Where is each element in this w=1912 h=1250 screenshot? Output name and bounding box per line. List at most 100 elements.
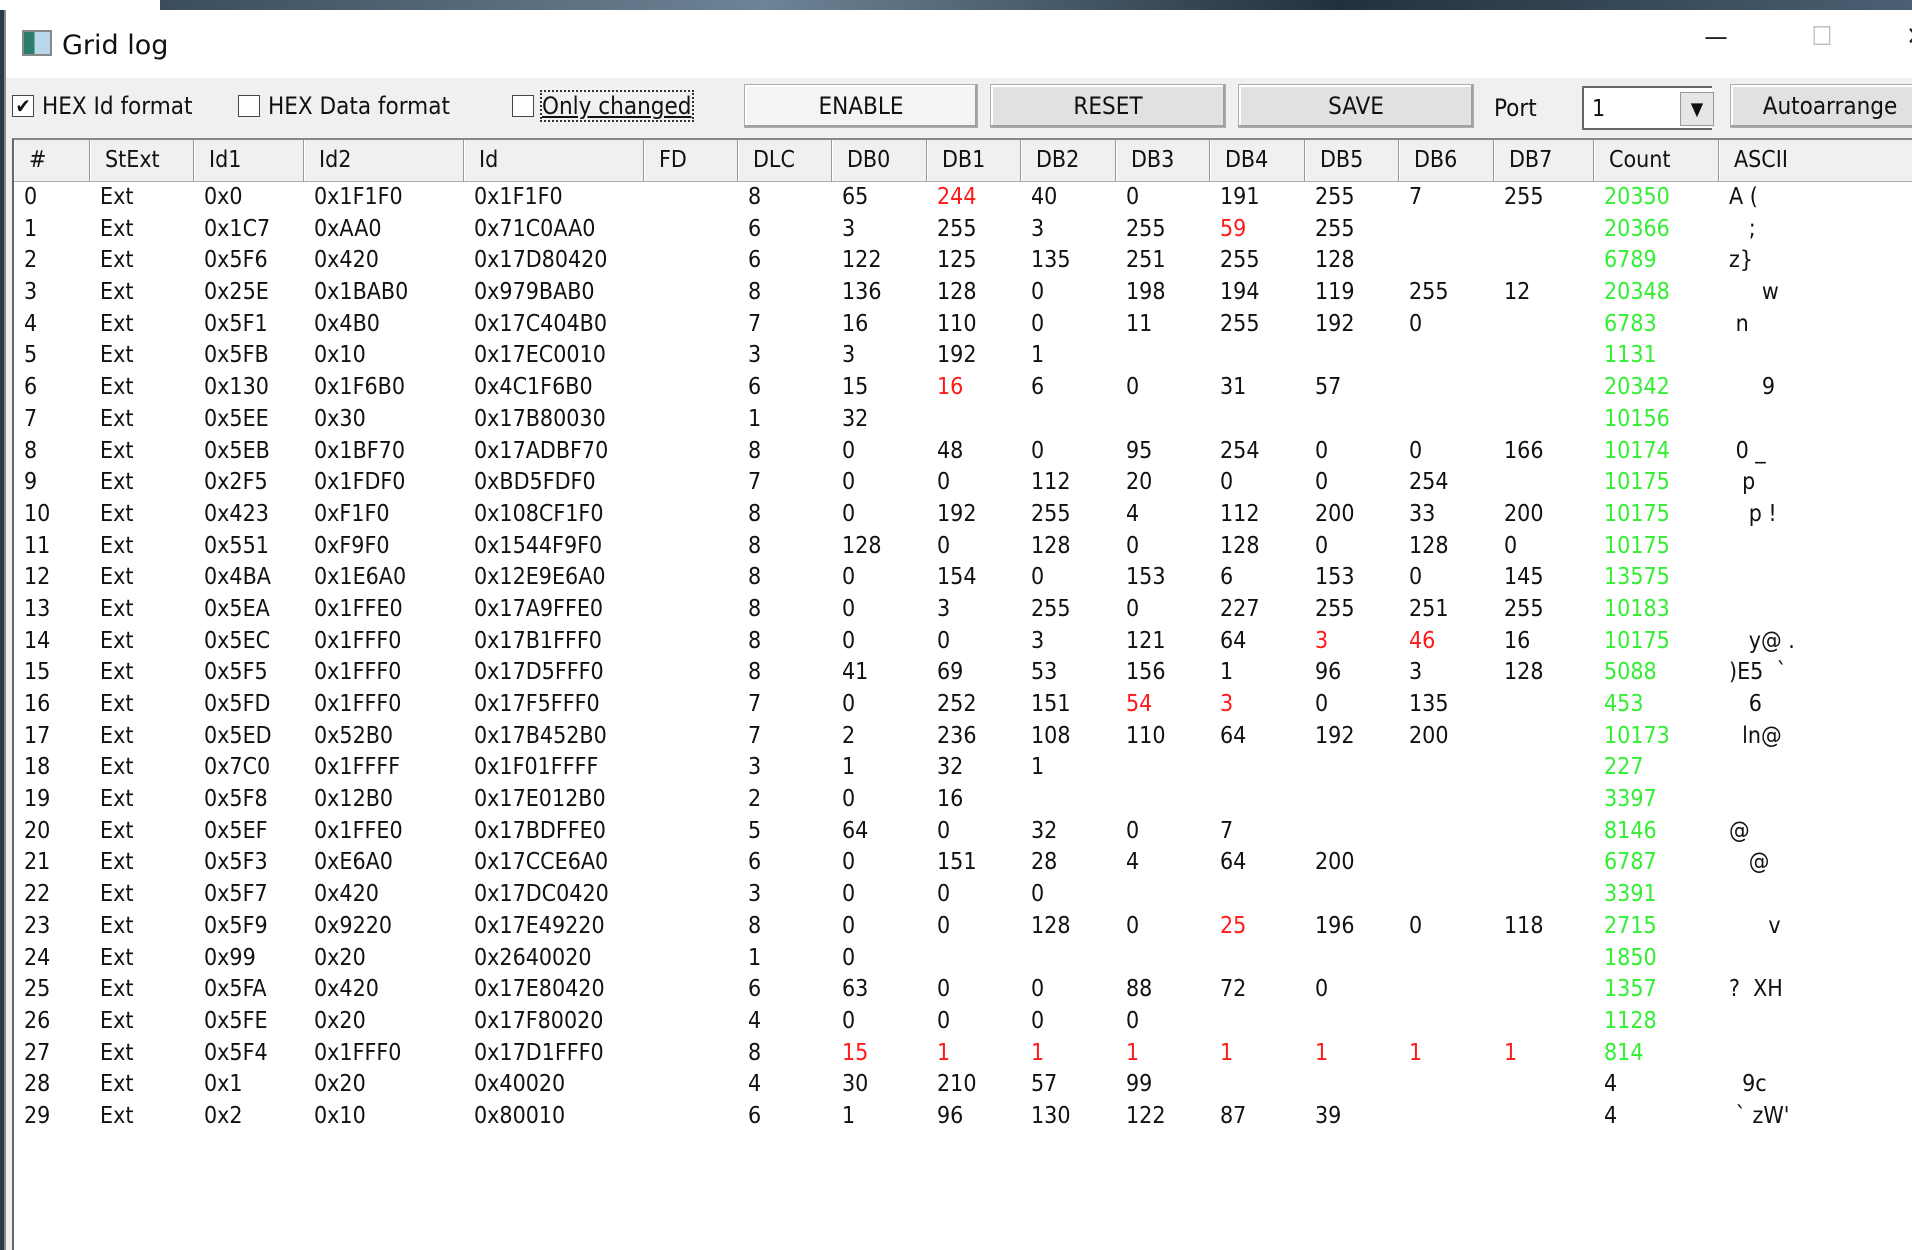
table-row[interactable]: 13 Ext 0x5EA 0x1FFE0 0x17A9FFE0 8 0 3 255 0 227 255… xyxy=(14,594,1912,626)
column-header[interactable]: Count xyxy=(1594,140,1719,181)
column-header[interactable]: DB0 xyxy=(832,140,927,181)
cell-db2: 112 xyxy=(1031,469,1071,496)
cell-id2: 0x30 xyxy=(314,405,366,432)
column-header[interactable]: Id xyxy=(464,140,644,181)
chevron-down-icon[interactable]: ▼ xyxy=(1680,92,1714,126)
table-row[interactable]: 3 Ext 0x25E 0x1BAB0 0x979BAB0 8 136 128 0 198 194 1… xyxy=(14,277,1912,309)
cell-dlc: 8 xyxy=(748,532,762,559)
table-row[interactable]: 22 Ext 0x5F7 0x420 0x17DC0420 3 0 0 0 3391 xyxy=(14,879,1912,911)
cell-id: 0x17B452B0 xyxy=(474,722,607,749)
column-header[interactable]: # xyxy=(14,140,90,181)
cell-db3: 0 xyxy=(1126,184,1140,210)
table-row[interactable]: 11 Ext 0x551 0xF9F0 0x1544F9F0 8 128 0 128 0 128 0 1… xyxy=(14,531,1912,563)
cell-db6: 128 xyxy=(1409,532,1449,559)
cell-db1: 0 xyxy=(937,627,951,654)
enable-button[interactable]: ENABLE xyxy=(744,84,978,128)
table-row[interactable]: 21 Ext 0x5F3 0xE6A0 0x17CCE6A0 6 0 151 28 4 64 200 6… xyxy=(14,847,1912,879)
reset-button[interactable]: RESET xyxy=(990,84,1226,128)
cell-count: 4 xyxy=(1604,1071,1618,1098)
cell-dlc: 7 xyxy=(748,691,762,717)
close-button[interactable]: ✕ xyxy=(1886,22,1912,62)
table-row[interactable]: 8 Ext 0x5EB 0x1BF70 0x17ADBF70 8 0 48 0 95 254 0 0 16… xyxy=(14,436,1912,468)
cell-id2: 0x420 xyxy=(314,247,379,274)
cell-db2: 0 xyxy=(1031,279,1045,306)
table-row[interactable]: 2 Ext 0x5F6 0x420 0x17D80420 6 122 125 135 251 255… xyxy=(14,245,1912,277)
cell-db5: 255 xyxy=(1315,595,1355,622)
column-header[interactable]: FD xyxy=(644,140,738,181)
cell-db3: 153 xyxy=(1126,564,1166,591)
cell-db1: 192 xyxy=(937,500,977,527)
cell-db2: 57 xyxy=(1031,1071,1058,1098)
cell-id1: 0x5F3 xyxy=(204,849,268,876)
column-header[interactable]: DB2 xyxy=(1021,140,1116,181)
cell-db4: 72 xyxy=(1220,976,1247,1003)
only-changed-checkbox[interactable]: Only changed xyxy=(512,90,694,122)
cell-n: 6 xyxy=(24,374,38,401)
table-row[interactable]: 16 Ext 0x5FD 0x1FFF0 0x17F5FFF0 7 0 252 151 54 3 0 1… xyxy=(14,689,1912,721)
cell-id2: 0x20 xyxy=(314,1007,366,1034)
cell-id1: 0x5EA xyxy=(204,595,270,622)
column-header[interactable]: DB6 xyxy=(1399,140,1494,181)
column-header[interactable]: ASCII xyxy=(1719,140,1912,181)
minimize-button[interactable]: — xyxy=(1704,22,1728,52)
cell-n: 14 xyxy=(24,627,51,654)
save-button[interactable]: SAVE xyxy=(1238,84,1474,128)
table-row[interactable]: 1 Ext 0x1C7 0xAA0 0x71C0AA0 6 3 255 3 255 59 255 203… xyxy=(14,214,1912,246)
cell-st: Ext xyxy=(100,595,134,622)
table-row[interactable]: 7 Ext 0x5EE 0x30 0x17B80030 1 32 10156 xyxy=(14,404,1912,436)
table-row[interactable]: 20 Ext 0x5EF 0x1FFE0 0x17BDFFE0 5 64 0 32 0 7 8146 @ xyxy=(14,816,1912,848)
column-header[interactable]: DB3 xyxy=(1116,140,1210,181)
cell-st: Ext xyxy=(100,944,134,971)
column-header[interactable]: Id2 xyxy=(304,140,464,181)
cell-n: 3 xyxy=(24,279,38,306)
cell-st: Ext xyxy=(100,184,134,210)
cell-db4: 255 xyxy=(1220,247,1260,274)
column-header[interactable]: DB1 xyxy=(927,140,1021,181)
table-row[interactable]: 6 Ext 0x130 0x1F6B0 0x4C1F6B0 6 15 16 6 0 31 57 2034… xyxy=(14,372,1912,404)
column-header[interactable]: DB7 xyxy=(1494,140,1594,181)
table-row[interactable]: 23 Ext 0x5F9 0x9220 0x17E49220 8 0 0 128 0 25 196 0 1… xyxy=(14,911,1912,943)
cell-st: Ext xyxy=(100,976,134,1003)
table-row[interactable]: 25 Ext 0x5FA 0x420 0x17E80420 6 63 0 0 88 72 0 1357?… xyxy=(14,974,1912,1006)
cell-db4: 227 xyxy=(1220,595,1260,622)
column-header[interactable]: StExt xyxy=(90,140,194,181)
cell-id1: 0x25E xyxy=(204,279,269,306)
table-row[interactable]: 18 Ext 0x7C0 0x1FFFF 0x1F01FFFF 3 1 32 1 227 xyxy=(14,752,1912,784)
cell-st: Ext xyxy=(100,1102,134,1129)
table-row[interactable]: 5 Ext 0x5FB 0x10 0x17EC0010 3 3 192 1 1131 xyxy=(14,340,1912,372)
table-row[interactable]: 9 Ext 0x2F5 0x1FDF0 0xBD5FDF0 7 0 0 112 20 0 0 254 10… xyxy=(14,467,1912,499)
cell-id2: 0x1BF70 xyxy=(314,437,405,464)
cell-count: 453 xyxy=(1604,691,1644,717)
column-header[interactable]: DLC xyxy=(738,140,832,181)
table-row[interactable]: 4 Ext 0x5F1 0x4B0 0x17C404B0 7 16 110 0 11 255 192 0… xyxy=(14,309,1912,341)
port-select[interactable]: 1 ▼ xyxy=(1582,86,1714,130)
column-header[interactable]: DB5 xyxy=(1305,140,1399,181)
table-row[interactable]: 10 Ext 0x423 0xF1F0 0x108CF1F0 8 0 192 255 4 112 20… xyxy=(14,499,1912,531)
table-row[interactable]: 14 Ext 0x5EC 0x1FFF0 0x17B1FFF0 8 0 0 3 121 64 3 46 1… xyxy=(14,626,1912,658)
cell-id1: 0x5F9 xyxy=(204,912,268,939)
table-row[interactable]: 24 Ext 0x99 0x20 0x2640020 1 0 1850 xyxy=(14,943,1912,975)
autoarrange-button[interactable]: Autoarrange xyxy=(1730,84,1912,128)
hex-data-format-checkbox[interactable]: HEX Data format xyxy=(238,92,450,120)
hex-id-format-checkbox[interactable]: ✔ HEX Id format xyxy=(12,92,192,120)
table-row[interactable]: 27 Ext 0x5F4 0x1FFF0 0x17D1FFF0 8 15 1 1 1 1 1 1 1 814 xyxy=(14,1038,1912,1070)
table-row[interactable]: 19 Ext 0x5F8 0x12B0 0x17E012B0 2 0 16 3397 xyxy=(14,784,1912,816)
table-row[interactable]: 28 Ext 0x1 0x20 0x40020 4 30 210 57 99 4 9c xyxy=(14,1069,1912,1101)
table-row[interactable]: 15 Ext 0x5F5 0x1FFF0 0x17D5FFF0 8 41 69 53 156 1 96… xyxy=(14,657,1912,689)
maximize-button[interactable]: ☐ xyxy=(1811,22,1833,52)
table-row[interactable]: 12 Ext 0x4BA 0x1E6A0 0x12E9E6A0 8 0 154 0 153 6 153… xyxy=(14,562,1912,594)
cell-dlc: 8 xyxy=(748,184,762,210)
table-row[interactable]: 0 Ext 0x0 0x1F1F0 0x1F1F0 8 65 244 40 0 191 255 7 255… xyxy=(14,182,1912,214)
cell-id: 0x17E80420 xyxy=(474,976,605,1003)
table-row[interactable]: 29 Ext 0x2 0x10 0x80010 6 1 96 130 122 87 39 4 ` zW' xyxy=(14,1101,1912,1133)
cell-db0: 1 xyxy=(842,754,856,781)
column-header[interactable]: DB4 xyxy=(1210,140,1305,181)
table-row[interactable]: 17 Ext 0x5ED 0x52B0 0x17B452B0 7 2 236 108 110 64 1… xyxy=(14,721,1912,753)
cell-db5: 200 xyxy=(1315,500,1355,527)
table-row[interactable]: 26 Ext 0x5FE 0x20 0x17F80020 4 0 0 0 0 1128 xyxy=(14,1006,1912,1038)
cell-dlc: 4 xyxy=(748,1071,762,1098)
cell-db1: 0 xyxy=(937,912,951,939)
cell-db2: 128 xyxy=(1031,912,1071,939)
cell-db4: 3 xyxy=(1220,691,1234,717)
column-header[interactable]: Id1 xyxy=(194,140,304,181)
